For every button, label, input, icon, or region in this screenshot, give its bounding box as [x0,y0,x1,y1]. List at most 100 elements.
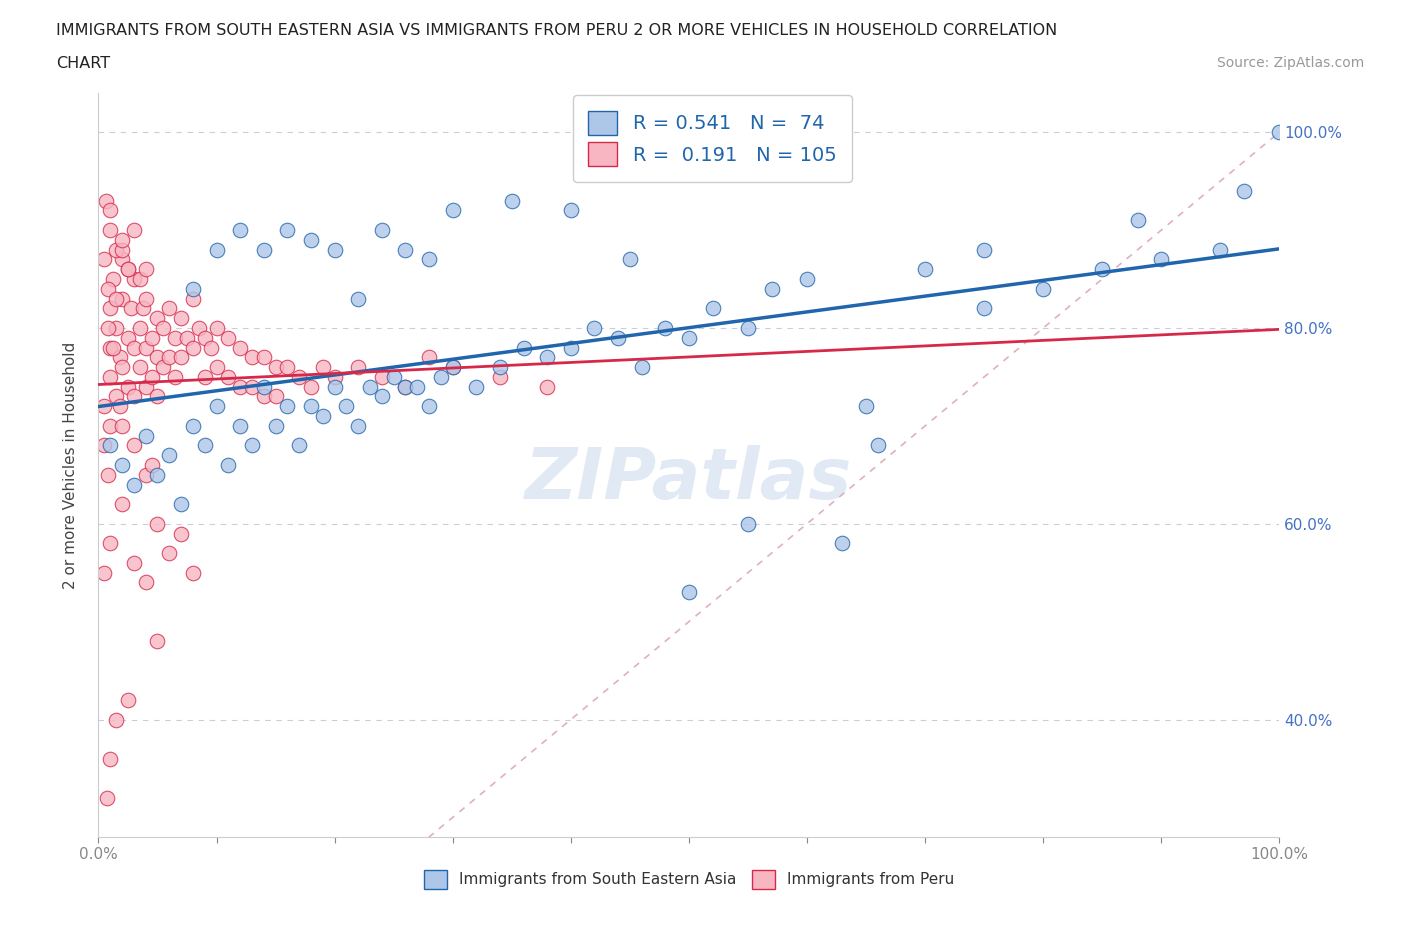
Point [229,340,252,355]
Point [128,321,150,336]
Point [194,330,217,345]
Point [105,242,128,257]
Point [98,418,121,433]
Point [914,261,936,276]
Point [630,360,652,375]
Point [205,242,228,257]
Point [111,458,134,472]
Point [146,516,169,531]
Point [264,418,287,433]
Point [796,272,818,286]
Point [94,193,117,208]
Point [97,282,120,297]
Point [122,272,145,286]
Point [1032,282,1054,297]
Point [371,369,394,384]
Point [1091,261,1114,276]
Point [205,360,228,375]
Point [489,369,512,384]
Point [176,330,198,345]
Point [97,468,120,483]
Point [347,418,370,433]
Point [737,516,759,531]
Point [1233,183,1256,198]
Point [276,399,298,414]
Point [465,379,488,394]
Point [122,340,145,355]
Point [135,261,157,276]
Point [121,301,143,316]
Point [98,222,121,237]
Point [583,321,606,336]
Point [761,282,783,297]
Point [135,291,157,306]
Point [165,369,187,384]
Point [181,418,204,433]
Point [181,291,204,306]
Point [170,311,193,325]
Point [200,340,222,355]
Point [98,438,121,453]
Point [560,340,582,355]
Point [654,321,676,336]
Point [135,468,157,483]
Point [98,369,121,384]
Point [359,379,381,394]
Text: CHART: CHART [56,56,110,71]
Point [253,350,276,365]
Point [105,389,128,404]
Point [170,350,193,365]
Point [347,360,370,375]
Point [382,369,405,384]
Point [146,633,169,648]
Point [335,399,357,414]
Point [111,291,134,306]
Point [1126,213,1149,228]
Point [181,282,204,297]
Point [93,565,115,580]
Point [152,321,174,336]
Point [157,350,180,365]
Point [98,203,121,218]
Point [194,369,217,384]
Point [128,360,150,375]
Point [146,389,169,404]
Point [702,301,724,316]
Point [135,340,157,355]
Point [111,232,134,247]
Point [105,712,128,727]
Point [170,526,193,541]
Point [371,389,394,404]
Point [111,252,134,267]
Point [973,301,995,316]
Point [299,379,322,394]
Point [441,360,464,375]
Point [135,379,157,394]
Point [253,389,276,404]
Point [117,379,139,394]
Point [146,311,169,325]
Point [418,350,440,365]
Point [111,418,134,433]
Point [406,379,429,394]
Point [187,321,209,336]
Point [98,301,121,316]
Point [973,242,995,257]
Point [441,360,464,375]
Point [135,575,157,590]
Point [97,321,120,336]
Point [122,222,145,237]
Point [117,261,139,276]
Point [194,438,217,453]
Y-axis label: 2 or more Vehicles in Household: 2 or more Vehicles in Household [63,341,77,589]
Point [157,301,180,316]
Point [394,242,416,257]
Point [323,242,346,257]
Point [157,546,180,561]
Point [323,369,346,384]
Point [501,193,523,208]
Point [93,399,115,414]
Point [831,536,853,551]
Point [105,291,128,306]
Point [855,399,877,414]
